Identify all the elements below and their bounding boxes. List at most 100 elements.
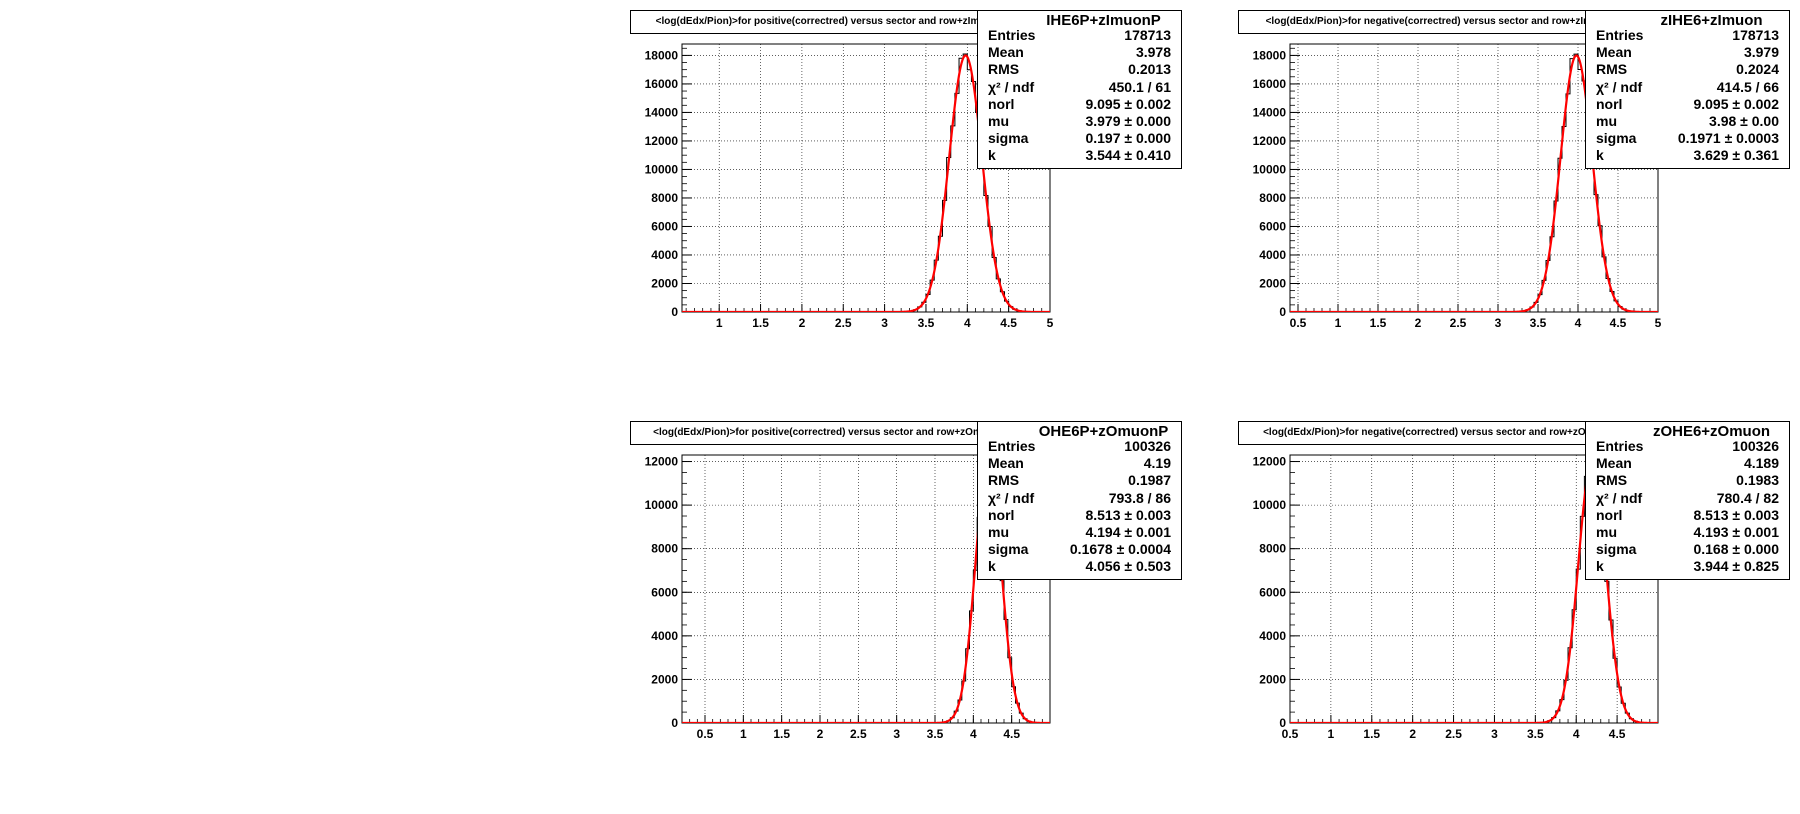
stats-row: sigma 0.168 ± 0.000 — [1596, 541, 1779, 558]
y-tick-label: 8000 — [1259, 191, 1286, 205]
x-tick-label: 4 — [1575, 316, 1582, 330]
stats-row: Entries 178713 — [988, 27, 1171, 44]
x-tick-label: 1.5 — [752, 316, 769, 330]
stats-value: 4.194 ± 0.001 — [1085, 524, 1171, 540]
x-tick-label: 4 — [970, 727, 977, 741]
stats-value: 178713 — [1732, 27, 1779, 43]
stats-key: sigma — [988, 130, 1029, 147]
x-tick-label: 2.5 — [850, 727, 867, 741]
stats-key: Mean — [1596, 44, 1632, 61]
stats-histogram-name: zIHE6+zImuon — [1660, 12, 1763, 29]
stats-row: χ² / ndf 793.8 / 86 — [988, 490, 1171, 507]
x-tick-label: 2.5 — [1450, 316, 1467, 330]
x-tick-label: 4.5 — [1000, 316, 1017, 330]
x-tick-label: 3 — [1495, 316, 1502, 330]
stats-value: 0.2013 — [1128, 61, 1171, 78]
stats-key: mu — [988, 113, 1009, 129]
stats-key: sigma — [988, 541, 1029, 558]
fit-curve — [682, 54, 1050, 312]
stats-key: χ² / ndf — [1596, 78, 1643, 95]
x-tick-label: 3.5 — [1527, 727, 1544, 741]
plot-title: <log(dEdx/Pion)>for positive(correctred)… — [630, 10, 1030, 34]
x-tick-label: 2.5 — [1445, 727, 1462, 741]
y-tick-label: 18000 — [645, 48, 679, 62]
stats-value: 0.1987 — [1128, 472, 1171, 489]
stats-value: 178713 — [1124, 27, 1171, 43]
x-tick-label: 3 — [893, 727, 900, 741]
y-tick-label: 2000 — [1259, 672, 1286, 686]
y-tick-label: 8000 — [1259, 542, 1286, 556]
x-tick-label: 0.5 — [1290, 316, 1307, 330]
stats-row: norl 9.095 ± 0.002 — [988, 96, 1171, 113]
stats-histogram-name: zOHE6+zOmuon — [1652, 423, 1771, 440]
y-tick-label: 10000 — [645, 498, 679, 512]
y-tick-label: 6000 — [651, 219, 678, 233]
x-tick-label: 1.5 — [1370, 316, 1387, 330]
y-tick-label: 0 — [671, 305, 678, 319]
stats-row: k 3.944 ± 0.825 — [1596, 558, 1779, 575]
stats-value: 4.189 — [1743, 455, 1779, 472]
stats-value: 8.513 ± 0.003 — [1693, 506, 1779, 523]
x-tick-label: 1.5 — [1363, 727, 1380, 741]
y-tick-label: 6000 — [1259, 219, 1286, 233]
stats-value: 0.1971 ± 0.0003 — [1677, 130, 1779, 147]
stats-value: 8.513 ± 0.003 — [1085, 506, 1171, 523]
x-tick-label: 3.5 — [927, 727, 944, 741]
stats-row: Entries 100326 — [1596, 438, 1779, 455]
y-tick-label: 10000 — [645, 162, 679, 176]
stats-value: 100326 — [1732, 438, 1779, 454]
x-tick-label: 2 — [799, 316, 806, 330]
x-tick-label: 4 — [964, 316, 971, 330]
x-tick-label: 3.5 — [918, 316, 935, 330]
y-tick-label: 12000 — [1253, 455, 1287, 469]
y-tick-label: 2000 — [1259, 276, 1286, 290]
histogram-panel-positive-zO: 0.5 1 1.5 2 2.5 3 3.5 4 4.5 0 2000 4000 6000 8000 1000… — [630, 421, 1182, 801]
stats-value: 0.197 ± 0.000 — [1085, 130, 1171, 147]
plot-title: <log(dEdx/Pion)>for positive(correctred)… — [630, 421, 1030, 445]
x-tick-label: 4.5 — [1003, 727, 1020, 741]
stats-row: Entries 100326 — [988, 438, 1171, 455]
y-tick-label: 6000 — [1259, 585, 1286, 599]
stats-key: mu — [1596, 524, 1617, 540]
stats-value: 780.4 / 82 — [1716, 489, 1779, 506]
stats-key: mu — [988, 524, 1009, 540]
stats-value: 3.979 ± 0.000 — [1085, 113, 1171, 129]
stats-key: k — [1596, 147, 1604, 164]
stats-row: χ² / ndf 414.5 / 66 — [1596, 79, 1779, 96]
stats-value: 100326 — [1124, 438, 1171, 454]
stats-key: k — [988, 558, 996, 575]
x-tick-label: 4 — [1573, 727, 1580, 741]
stats-value: 0.168 ± 0.000 — [1693, 541, 1779, 558]
y-tick-label: 8000 — [651, 542, 678, 556]
x-tick-label: 3.5 — [1530, 316, 1547, 330]
stats-row: mu 4.194 ± 0.001 — [988, 524, 1171, 541]
stats-box: IHE6P+zImuonP Entries 178713 Mean 3.978 RMS 0.… — [977, 10, 1182, 169]
stats-histogram-name: IHE6P+zImuonP — [1046, 12, 1161, 29]
stats-row: sigma 0.1678 ± 0.0004 — [988, 541, 1171, 558]
y-tick-label: 14000 — [645, 105, 679, 119]
y-tick-label: 0 — [671, 716, 678, 730]
x-tick-label: 0.5 — [697, 727, 714, 741]
y-tick-label: 12000 — [645, 455, 679, 469]
stats-value: 0.2024 — [1736, 61, 1779, 78]
stats-box: zIHE6+zImuon Entries 178713 Mean 3.979 RMS 0.2… — [1585, 10, 1790, 169]
stats-row: Mean 3.979 — [1596, 44, 1779, 61]
y-tick-label: 8000 — [651, 191, 678, 205]
stats-row: RMS 0.2013 — [988, 61, 1171, 78]
stats-value: 793.8 / 86 — [1108, 489, 1171, 506]
plot-title: <log(dEdx/Pion)>for negative(correctred)… — [1238, 421, 1638, 445]
stats-value: 414.5 / 66 — [1716, 78, 1779, 95]
stats-box: zOHE6+zOmuon Entries 100326 Mean 4.189 RMS 0.1… — [1585, 421, 1790, 580]
x-tick-label: 3 — [1491, 727, 1498, 741]
y-tick-label: 10000 — [1253, 162, 1287, 176]
x-tick-label: 1 — [1335, 316, 1342, 330]
y-tick-label: 16000 — [645, 77, 679, 91]
y-tick-label: 2000 — [651, 672, 678, 686]
stats-key: Entries — [988, 438, 1036, 454]
y-tick-label: 4000 — [651, 629, 678, 643]
x-tick-label: 5 — [1047, 316, 1054, 330]
x-tick-label: 1 — [740, 727, 747, 741]
stats-row: k 4.056 ± 0.503 — [988, 558, 1171, 575]
stats-key: Mean — [988, 455, 1024, 472]
stats-value: 4.193 ± 0.001 — [1693, 524, 1779, 540]
